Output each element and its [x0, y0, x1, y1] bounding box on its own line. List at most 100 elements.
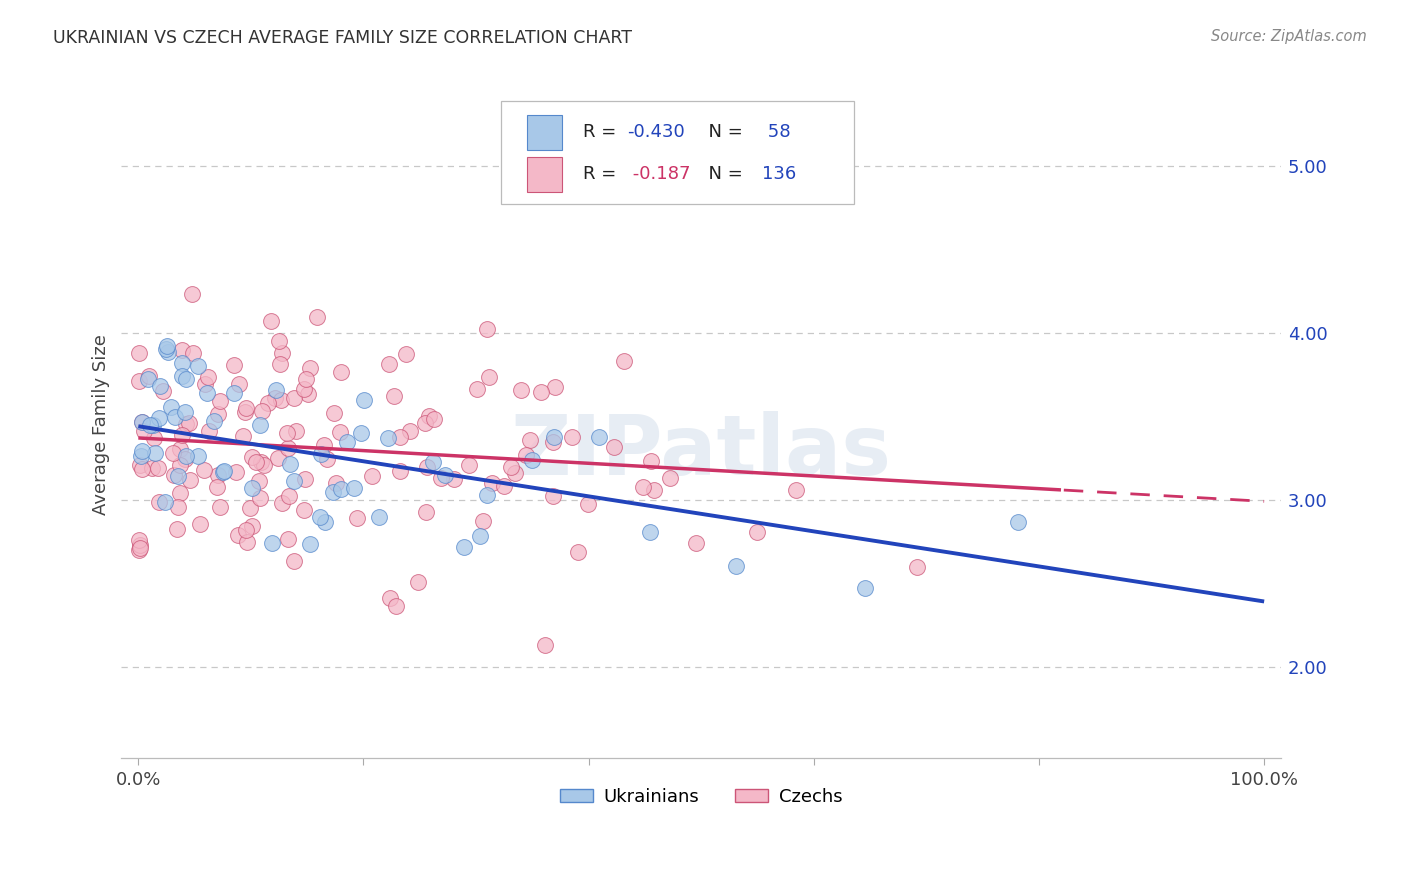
Point	[406, 574, 429, 589]
Point	[131, 415, 153, 429]
Point	[520, 453, 543, 467]
Point	[603, 440, 626, 454]
Point	[128, 541, 150, 556]
Text: ZIPatlas: ZIPatlas	[510, 411, 891, 491]
Point	[543, 430, 565, 444]
Point	[382, 389, 405, 403]
Point	[269, 357, 291, 371]
Point	[132, 425, 155, 439]
Point	[283, 554, 305, 568]
Point	[343, 481, 366, 495]
Point	[131, 462, 153, 476]
Point	[378, 357, 401, 371]
Point	[283, 475, 305, 489]
Point	[187, 450, 209, 464]
Point	[212, 464, 235, 478]
Point	[330, 482, 353, 496]
Point	[129, 450, 152, 464]
Point	[360, 468, 382, 483]
Point	[163, 410, 186, 425]
Point	[167, 500, 190, 514]
Point	[567, 545, 589, 559]
Point	[179, 416, 201, 430]
Point	[413, 416, 436, 430]
Legend: Ukrainians, Czechs: Ukrainians, Czechs	[553, 780, 849, 813]
Point	[378, 591, 401, 605]
Point	[277, 532, 299, 546]
Point	[336, 435, 359, 450]
Point	[638, 524, 661, 539]
Point	[128, 533, 150, 548]
Point	[416, 459, 439, 474]
Point	[853, 582, 876, 596]
Point	[250, 455, 273, 469]
Point	[325, 475, 347, 490]
Point	[169, 485, 191, 500]
Point	[193, 463, 215, 477]
Point	[311, 447, 333, 461]
Point	[299, 360, 322, 375]
Point	[270, 393, 292, 408]
Point	[434, 468, 457, 483]
Point	[276, 426, 298, 441]
Point	[314, 515, 336, 529]
Point	[388, 430, 411, 444]
Point	[309, 510, 332, 524]
Point	[232, 429, 254, 443]
Point	[240, 450, 263, 464]
Text: N =: N =	[696, 165, 748, 183]
Point	[148, 495, 170, 509]
Point	[181, 346, 204, 360]
Point	[271, 495, 294, 509]
Point	[142, 417, 165, 432]
Point	[492, 479, 515, 493]
Point	[297, 386, 319, 401]
Point	[179, 473, 201, 487]
Point	[139, 418, 162, 433]
Point	[128, 374, 150, 388]
Point	[312, 438, 335, 452]
Point	[541, 489, 564, 503]
Point	[128, 346, 150, 360]
Point	[422, 411, 444, 425]
Point	[224, 386, 246, 401]
Point	[202, 414, 225, 428]
Point	[188, 516, 211, 531]
Point	[277, 441, 299, 455]
Point	[240, 518, 263, 533]
Point	[129, 458, 152, 473]
Point	[233, 405, 256, 419]
Point	[180, 287, 202, 301]
Text: 136: 136	[762, 165, 796, 183]
Point	[249, 417, 271, 432]
Text: N =: N =	[696, 123, 748, 141]
Point	[156, 339, 179, 353]
Point	[399, 424, 422, 438]
Point	[240, 481, 263, 495]
Point	[316, 452, 339, 467]
Point	[346, 511, 368, 525]
Point	[235, 401, 257, 415]
Point	[561, 430, 583, 444]
Point	[395, 347, 418, 361]
Point	[477, 488, 499, 502]
Point	[292, 382, 315, 396]
Point	[385, 599, 408, 614]
Point	[534, 638, 557, 652]
Point	[146, 461, 169, 475]
FancyBboxPatch shape	[501, 101, 855, 204]
Point	[166, 522, 188, 536]
Point	[377, 431, 399, 445]
Point	[277, 489, 299, 503]
Point	[173, 404, 195, 418]
Point	[481, 476, 503, 491]
Bar	[527, 157, 562, 192]
Point	[905, 560, 928, 574]
Point	[207, 480, 229, 494]
Point	[659, 470, 682, 484]
Point	[1007, 515, 1029, 529]
Point	[239, 501, 262, 516]
Point	[685, 536, 707, 550]
Point	[323, 406, 346, 420]
Point	[197, 370, 219, 384]
